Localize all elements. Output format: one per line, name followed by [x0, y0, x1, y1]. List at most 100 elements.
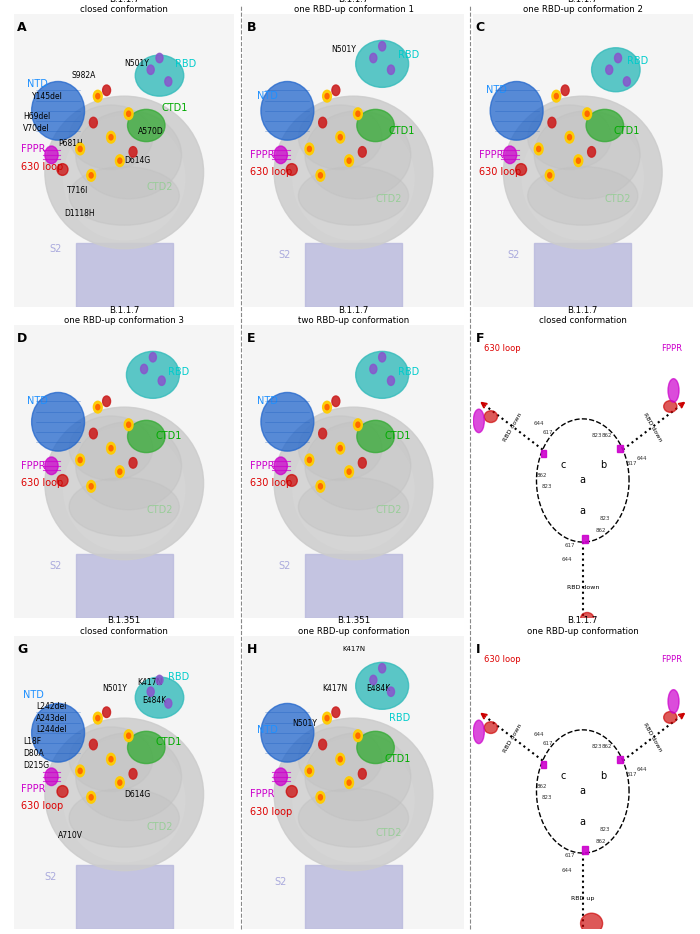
Text: B: B	[246, 21, 256, 35]
Circle shape	[388, 687, 395, 697]
Ellipse shape	[76, 111, 181, 199]
Bar	[540, 450, 546, 458]
Text: RBD: RBD	[398, 50, 419, 60]
Text: a: a	[580, 506, 586, 517]
Text: 823: 823	[592, 744, 602, 749]
Text: S2: S2	[274, 877, 286, 887]
Ellipse shape	[57, 474, 68, 487]
Text: G: G	[18, 644, 27, 657]
Ellipse shape	[45, 768, 58, 785]
Circle shape	[89, 795, 93, 800]
Ellipse shape	[286, 785, 297, 798]
Circle shape	[388, 376, 395, 386]
Circle shape	[316, 480, 325, 492]
Text: E: E	[246, 333, 255, 346]
Circle shape	[548, 118, 556, 128]
Text: CTD2: CTD2	[605, 194, 631, 204]
Circle shape	[124, 729, 133, 742]
Ellipse shape	[69, 416, 153, 480]
Title: B.1.1.7
two RBD-up conformation: B.1.1.7 two RBD-up conformation	[298, 305, 409, 325]
Ellipse shape	[356, 40, 409, 88]
Text: FPPR: FPPR	[480, 149, 504, 160]
Ellipse shape	[135, 55, 183, 96]
Text: 630 loop: 630 loop	[20, 478, 63, 488]
Text: NTD: NTD	[256, 725, 277, 735]
Text: CTD2: CTD2	[146, 504, 173, 515]
Circle shape	[116, 466, 124, 477]
Text: N501Y: N501Y	[332, 45, 356, 54]
Title: B.1.1.7
closed conformation: B.1.1.7 closed conformation	[80, 0, 168, 14]
Circle shape	[347, 158, 351, 163]
Circle shape	[332, 707, 340, 717]
Text: 630 loop: 630 loop	[250, 167, 292, 177]
Text: C: C	[476, 21, 485, 35]
Text: S2: S2	[45, 871, 57, 882]
Ellipse shape	[580, 913, 603, 934]
Circle shape	[336, 754, 344, 765]
Circle shape	[615, 53, 622, 63]
Circle shape	[90, 429, 97, 439]
Circle shape	[316, 169, 325, 181]
Circle shape	[109, 757, 113, 762]
Circle shape	[336, 132, 344, 143]
Circle shape	[561, 85, 569, 95]
Text: CTD2: CTD2	[375, 194, 402, 204]
Bar	[305, 554, 402, 618]
Ellipse shape	[522, 117, 643, 240]
Ellipse shape	[45, 407, 204, 559]
Text: 630 loop: 630 loop	[250, 807, 292, 817]
Circle shape	[156, 675, 163, 685]
Circle shape	[305, 454, 314, 466]
Circle shape	[127, 422, 131, 428]
Ellipse shape	[76, 422, 181, 510]
Bar	[305, 865, 402, 929]
Text: N501Y: N501Y	[292, 719, 316, 729]
Text: FPPR: FPPR	[20, 784, 45, 794]
Text: RBD down: RBD down	[643, 412, 663, 442]
Ellipse shape	[76, 733, 181, 821]
Ellipse shape	[57, 163, 68, 176]
Text: S982A: S982A	[71, 71, 96, 80]
Circle shape	[354, 418, 363, 431]
Text: FPPR: FPPR	[20, 144, 45, 154]
Circle shape	[78, 769, 82, 773]
Ellipse shape	[69, 105, 153, 169]
Circle shape	[379, 42, 386, 51]
Circle shape	[354, 729, 363, 742]
Title: B.1.351
closed conformation: B.1.351 closed conformation	[80, 616, 168, 636]
Circle shape	[623, 77, 631, 86]
Circle shape	[106, 132, 116, 143]
Text: S2: S2	[508, 249, 520, 260]
Text: N501Y: N501Y	[102, 685, 127, 693]
Text: A: A	[18, 21, 27, 35]
Text: A710V: A710V	[58, 831, 83, 840]
Bar	[617, 756, 622, 763]
Text: FPPR: FPPR	[20, 460, 45, 471]
Text: CTD1: CTD1	[155, 737, 181, 746]
Circle shape	[87, 480, 96, 492]
Circle shape	[323, 402, 332, 413]
Circle shape	[158, 376, 165, 386]
Circle shape	[318, 173, 323, 178]
Circle shape	[87, 169, 96, 181]
Circle shape	[90, 739, 97, 750]
Text: RBD: RBD	[398, 367, 419, 377]
Text: c: c	[560, 460, 566, 470]
Text: RBD down: RBD down	[503, 723, 523, 753]
Circle shape	[129, 769, 137, 779]
Ellipse shape	[32, 703, 85, 762]
Ellipse shape	[261, 81, 314, 140]
Circle shape	[106, 443, 116, 454]
Ellipse shape	[668, 689, 679, 714]
Text: 862: 862	[601, 743, 612, 749]
Circle shape	[96, 404, 100, 410]
Text: S2: S2	[49, 560, 62, 571]
Ellipse shape	[668, 378, 679, 403]
Circle shape	[388, 65, 395, 75]
Ellipse shape	[298, 727, 382, 791]
Text: 617: 617	[626, 771, 636, 777]
Text: N501Y: N501Y	[124, 60, 149, 68]
Text: 862: 862	[536, 474, 547, 478]
Text: RBD: RBD	[168, 367, 190, 377]
Circle shape	[149, 352, 156, 362]
